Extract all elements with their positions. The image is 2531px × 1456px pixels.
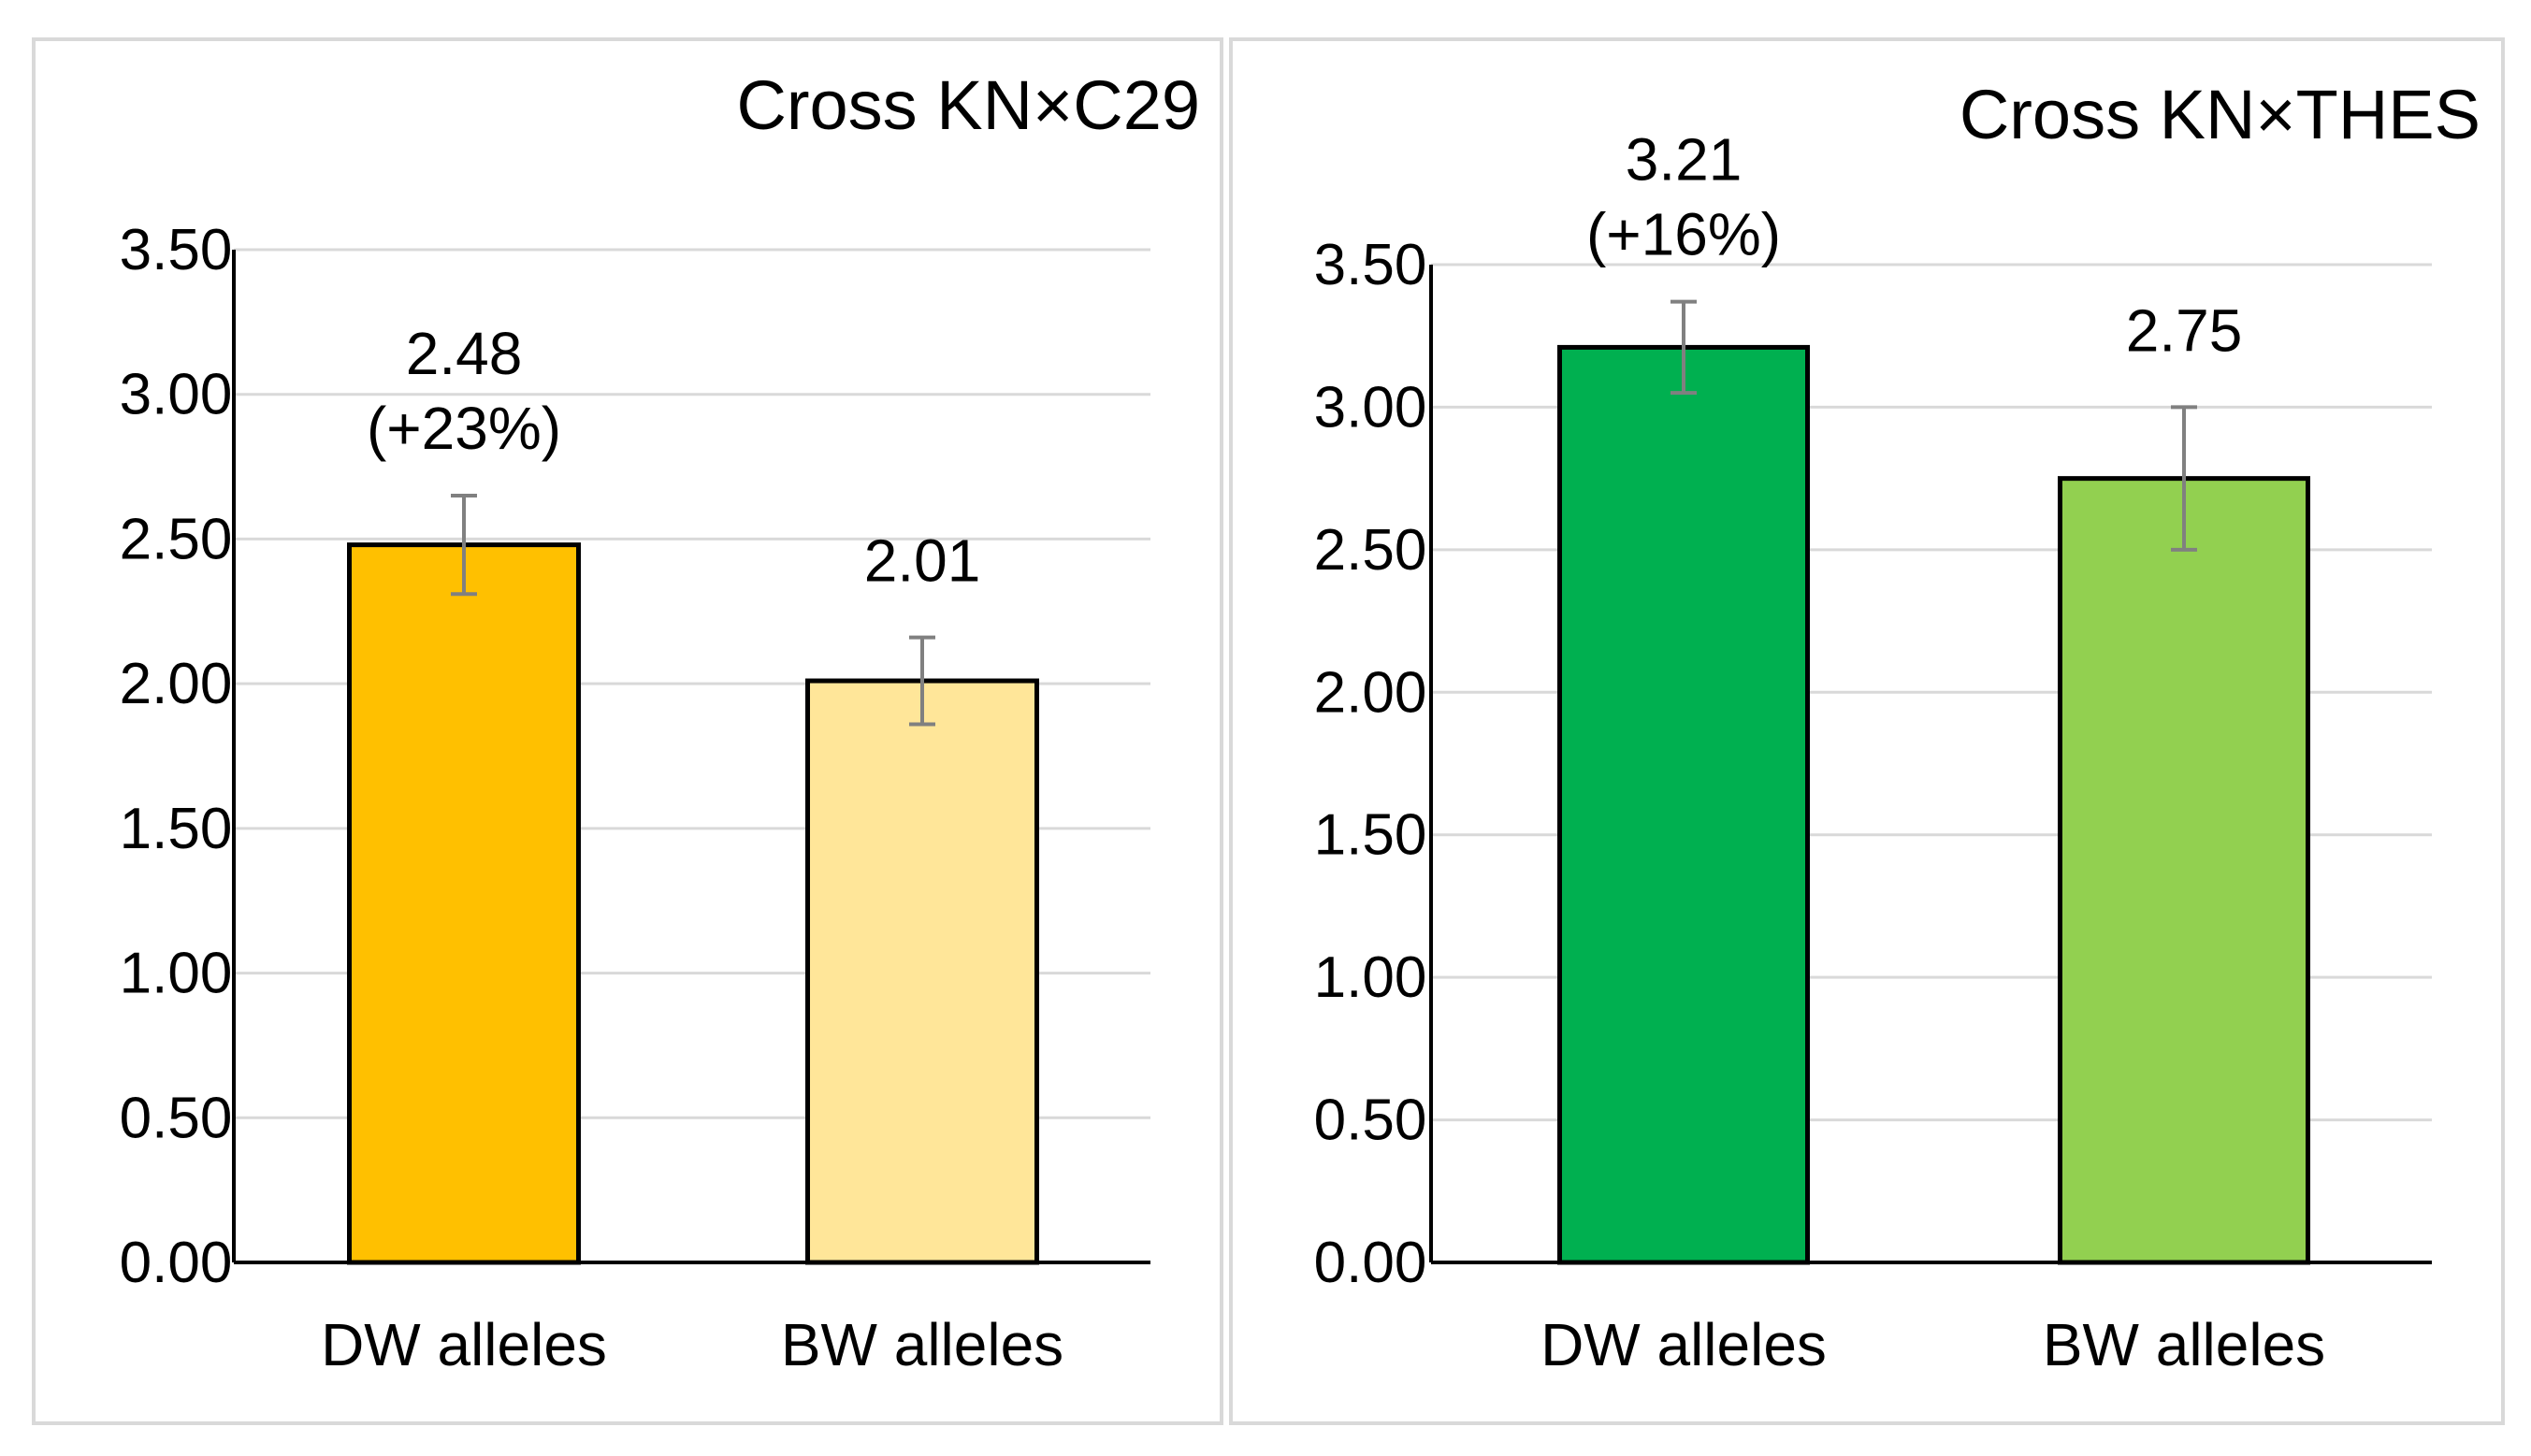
x-tick-label: BW alleles — [2043, 1311, 2325, 1378]
y-tick-label: 1.50 — [120, 797, 233, 861]
y-tick-label: 3.50 — [1314, 233, 1427, 297]
error-bar — [1670, 299, 1697, 396]
percent-change-label: (+23%) — [367, 395, 561, 462]
data-label: 2.01 — [864, 527, 981, 595]
y-tick-label: 1.50 — [1314, 803, 1427, 868]
y-tick-label: 3.00 — [120, 363, 233, 427]
error-bar — [451, 494, 477, 597]
percent-change-label: (+16%) — [1586, 201, 1781, 268]
bar — [805, 678, 1039, 1265]
y-tick-label: 2.00 — [1314, 660, 1427, 725]
x-tick-label: DW alleles — [321, 1311, 607, 1378]
error-bar — [2171, 405, 2197, 552]
x-tick-label: BW alleles — [781, 1311, 1063, 1378]
bar — [2058, 476, 2310, 1265]
data-label: 2.75 — [2126, 296, 2243, 364]
chart-panel-right: 0.00 0.50 1.00 1.50 2.00 2.50 3.00 3.50 3.21 (+16… — [1229, 37, 2505, 1425]
y-tick-label: 3.00 — [1314, 375, 1427, 440]
error-bar — [909, 635, 935, 727]
y-tick-label: 2.50 — [1314, 518, 1427, 583]
y-tick-label: 0.00 — [1314, 1231, 1427, 1295]
y-tick-label: 2.00 — [120, 652, 233, 716]
chart-title: Cross KN×C29 — [736, 66, 1200, 144]
y-tick-label: 1.00 — [120, 942, 233, 1006]
y-tick-label: 0.00 — [120, 1231, 233, 1295]
data-label: 3.21 — [1626, 126, 1743, 194]
chart-panel-left: 0.00 0.50 1.00 1.50 2.00 2.50 3.00 3.50 2.48 (+23… — [32, 37, 1223, 1425]
y-tick-label: 0.50 — [1314, 1088, 1427, 1153]
y-tick-label: 2.50 — [120, 507, 233, 571]
x-tick-label: DW alleles — [1540, 1311, 1827, 1378]
y-tick-label: 3.50 — [120, 218, 233, 282]
chart-title: Cross KN×THES — [1960, 76, 2480, 153]
data-label: 2.48 — [406, 320, 523, 387]
bar — [347, 542, 581, 1265]
bar — [1557, 344, 1810, 1265]
y-tick-label: 1.00 — [1314, 945, 1427, 1010]
y-tick-label: 0.50 — [120, 1086, 233, 1150]
